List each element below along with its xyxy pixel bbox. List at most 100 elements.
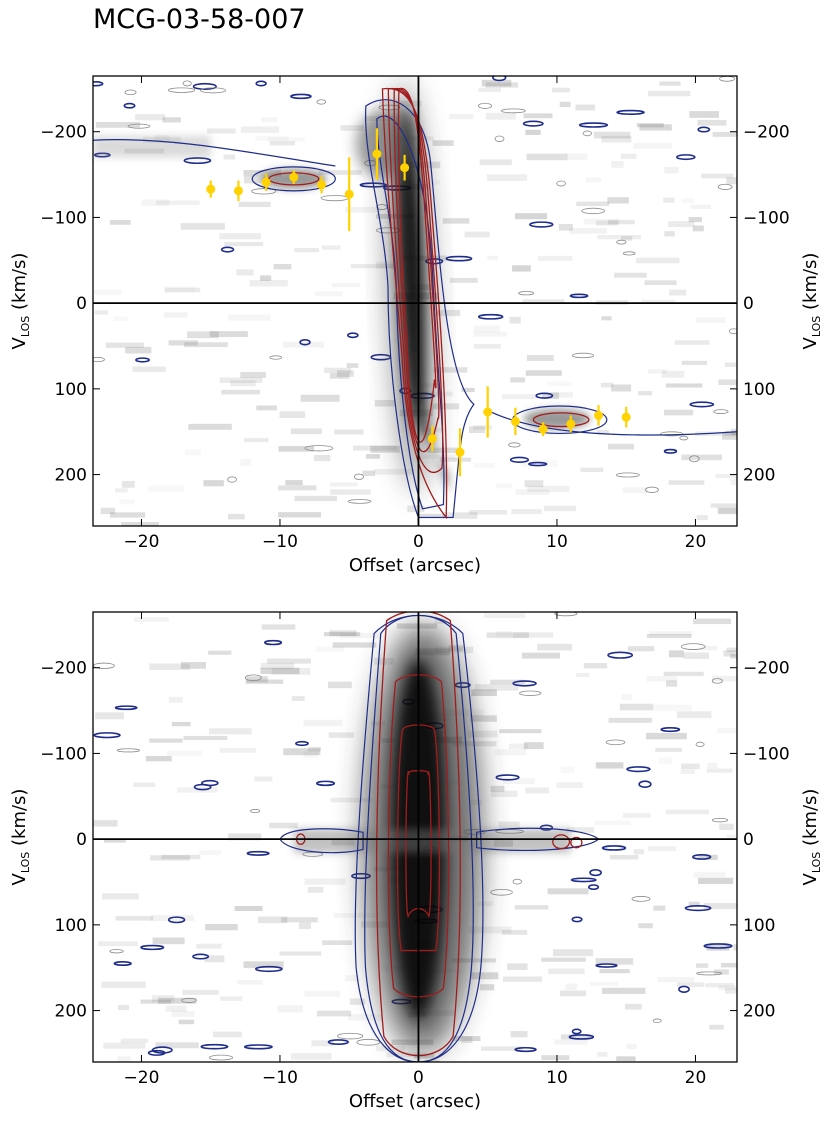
- noise-contour: [181, 997, 197, 1003]
- noise-streak: [101, 893, 139, 900]
- noise-contour: [578, 122, 609, 128]
- noise-contour: [676, 154, 696, 161]
- noise-streak: [724, 987, 737, 994]
- noise-streak: [560, 990, 587, 997]
- noise-contour: [570, 877, 597, 883]
- y-tick-label: 0: [76, 294, 87, 314]
- noise-streak: [117, 1056, 132, 1062]
- noise-contour: [703, 943, 733, 949]
- noise-streak: [676, 711, 712, 719]
- x-tick-label: 20: [685, 1068, 707, 1088]
- noise-contour: [346, 332, 359, 339]
- noise-contour: [140, 944, 165, 951]
- noise-streak: [243, 170, 282, 177]
- noise-streak: [279, 951, 322, 956]
- noise-streak: [244, 438, 269, 443]
- noise-streak: [117, 1004, 130, 1011]
- noise-streak: [693, 618, 732, 625]
- noise-contour: [199, 87, 227, 94]
- noise-streak: [665, 809, 709, 815]
- noise-streak: [525, 370, 562, 376]
- noise-streak: [619, 703, 654, 711]
- noise-streak: [150, 855, 191, 861]
- noise-streak: [548, 968, 585, 975]
- noise-streak: [494, 749, 527, 756]
- noise-streak: [209, 331, 248, 338]
- noise-streak: [164, 286, 196, 292]
- noise-streak: [471, 972, 499, 980]
- noise-streak: [290, 428, 322, 435]
- noise-contour: [607, 651, 634, 659]
- noise-streak: [676, 982, 705, 987]
- noise-streak: [714, 969, 729, 975]
- noise-contour: [353, 473, 364, 480]
- noise-streak: [558, 224, 573, 231]
- noise-streak: [199, 850, 222, 855]
- noise-streak: [240, 458, 251, 466]
- noise-streak: [95, 121, 141, 128]
- noise-streak: [537, 255, 573, 261]
- noise-contour: [299, 338, 311, 346]
- noise-contour: [478, 102, 492, 109]
- noise-streak: [477, 901, 493, 906]
- red-contour: [570, 836, 583, 849]
- noise-contour: [255, 80, 267, 87]
- noise-streak: [580, 467, 604, 473]
- noise-streak: [636, 123, 664, 128]
- noise-streak: [668, 650, 684, 658]
- noise-streak: [156, 200, 200, 205]
- y-tick-label: −200: [40, 659, 87, 679]
- data-point: [289, 172, 299, 182]
- noise-streak: [622, 813, 651, 818]
- data-point: [483, 407, 493, 417]
- noise-streak: [168, 696, 183, 703]
- noise-streak: [307, 746, 321, 752]
- noise-streak: [507, 963, 528, 971]
- noise-streak: [330, 797, 373, 803]
- noise-contour: [645, 486, 659, 493]
- plot-content: [93, 612, 737, 1062]
- noise-streak: [688, 901, 700, 908]
- noise-streak: [664, 231, 675, 237]
- noise-streak: [245, 679, 284, 684]
- noise-streak: [725, 430, 737, 436]
- noise-streak: [701, 173, 734, 179]
- noise-streak: [652, 704, 692, 711]
- noise-contour: [193, 783, 212, 791]
- x-tick-label: −10: [262, 532, 298, 552]
- noise-streak: [486, 174, 528, 182]
- blue-contour: [487, 409, 737, 436]
- noise-streak: [681, 360, 708, 365]
- y-tick-label: −100: [40, 744, 87, 764]
- noise-streak: [627, 646, 655, 652]
- noise-streak: [659, 81, 681, 86]
- noise-streak: [370, 445, 400, 453]
- noise-streak: [300, 394, 340, 402]
- noise-streak: [478, 87, 501, 92]
- noise-streak: [626, 1043, 637, 1050]
- noise-streak: [346, 363, 359, 368]
- noise-contour: [113, 961, 132, 967]
- noise-streak: [120, 1038, 148, 1043]
- red-contours: [268, 87, 590, 520]
- noise-contour: [626, 766, 651, 773]
- noise-contour: [490, 888, 513, 896]
- noise-streak: [140, 999, 172, 1004]
- noise-streak: [718, 507, 737, 515]
- noise-streak: [105, 342, 144, 348]
- data-point: [344, 189, 354, 199]
- noise-contour: [227, 476, 237, 483]
- x-axis-label: Offset (arcsec): [349, 1091, 481, 1112]
- noise-contour: [167, 87, 196, 93]
- noise-streak: [101, 981, 146, 988]
- noise-streak: [697, 854, 718, 860]
- noise-streak: [132, 366, 166, 372]
- noise-streak: [503, 778, 535, 784]
- noise-streak: [602, 987, 646, 994]
- noise-contour: [514, 1046, 537, 1053]
- noise-streak: [228, 513, 245, 520]
- noise-streak: [550, 392, 573, 398]
- blue-contour: [364, 99, 475, 519]
- y-tick-label: −100: [40, 208, 87, 228]
- noise-streak: [716, 506, 737, 514]
